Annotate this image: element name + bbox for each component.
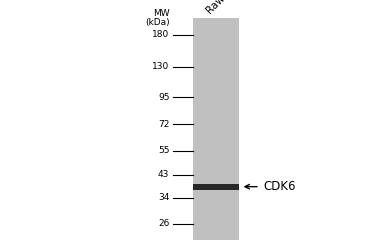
- Text: Raw264.7: Raw264.7: [205, 0, 248, 15]
- Text: 95: 95: [158, 93, 169, 102]
- Text: 26: 26: [158, 219, 169, 228]
- Bar: [192, 184, 239, 190]
- Text: CDK6: CDK6: [263, 180, 295, 193]
- Text: 180: 180: [152, 30, 169, 39]
- Text: 34: 34: [158, 193, 169, 202]
- Text: 43: 43: [158, 170, 169, 179]
- Text: MW: MW: [153, 9, 169, 18]
- Text: 55: 55: [158, 146, 169, 155]
- Text: 130: 130: [152, 62, 169, 71]
- Text: 72: 72: [158, 120, 169, 129]
- Text: (kDa): (kDa): [145, 18, 169, 27]
- Bar: [192, 18, 239, 240]
